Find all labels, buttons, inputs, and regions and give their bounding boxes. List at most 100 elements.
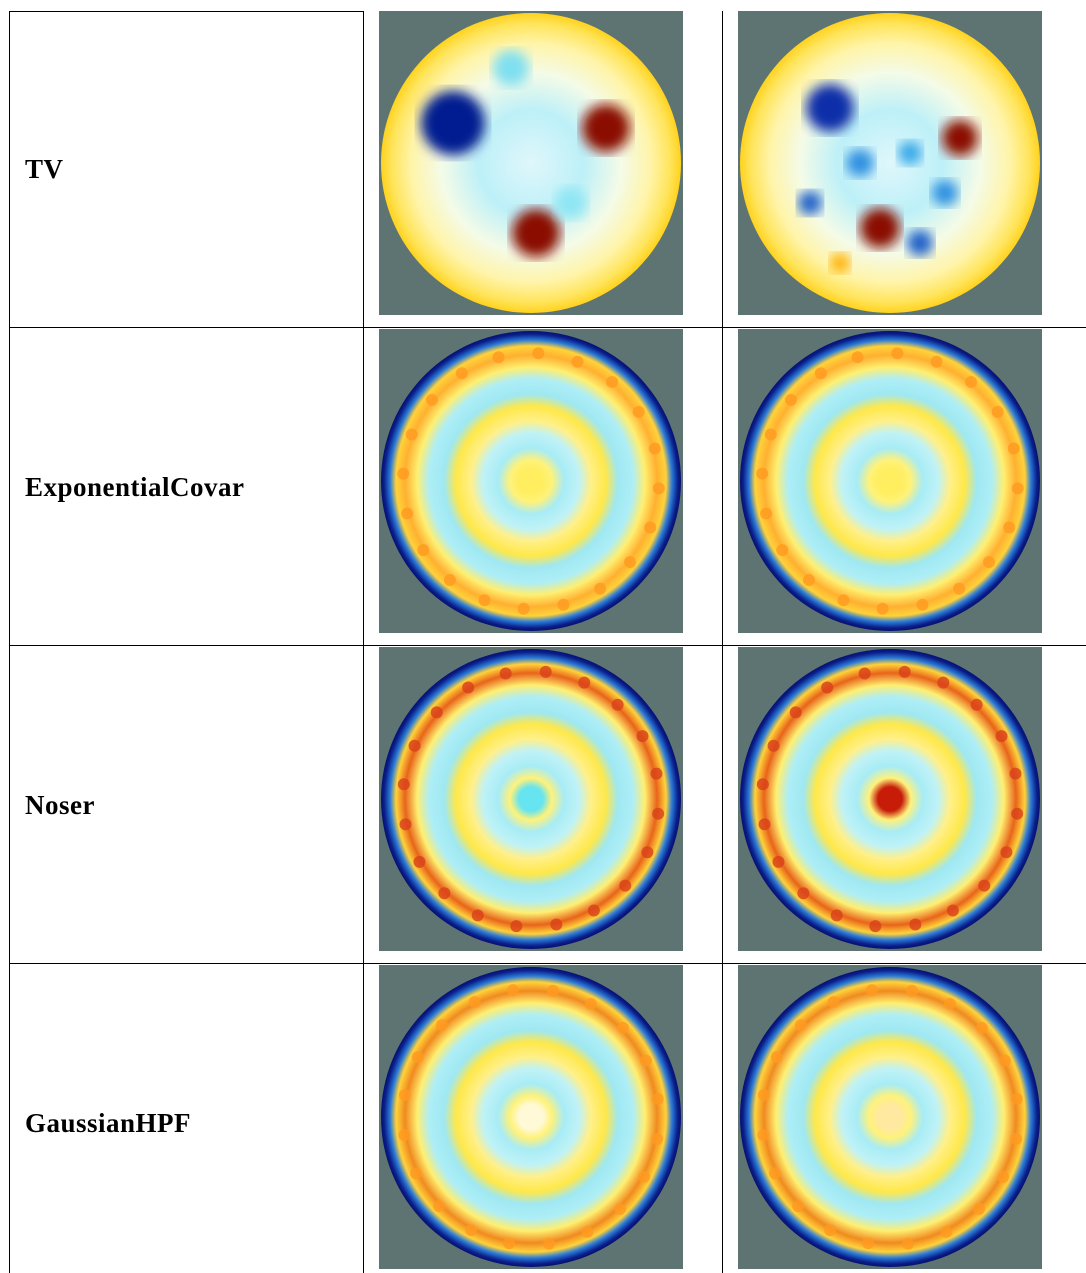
- table-border: [9, 11, 363, 12]
- edge-artifact: [638, 1170, 651, 1183]
- row-label: ExponentialCovar: [25, 472, 245, 502]
- edge-artifact: [651, 1132, 664, 1145]
- edge-artifact: [756, 467, 769, 480]
- edge-artifact: [858, 667, 871, 680]
- edge-artifact: [827, 996, 840, 1009]
- reconstruction-image: [379, 11, 683, 315]
- reconstruction-disc: [381, 331, 681, 631]
- edge-artifact: [571, 355, 584, 368]
- edge-artifact: [443, 574, 456, 587]
- edge-artifact: [546, 984, 559, 997]
- edge-artifact: [851, 351, 864, 364]
- blob: [806, 84, 854, 132]
- edge-artifact: [837, 594, 850, 607]
- reconstruction-image: [738, 329, 1042, 633]
- blob: [421, 91, 485, 155]
- edge-artifact: [462, 681, 475, 694]
- edge-artifact: [940, 1225, 953, 1238]
- edge-artifact: [794, 1019, 807, 1032]
- edge-artifact: [614, 1202, 627, 1215]
- edge-artifact: [797, 887, 810, 900]
- edge-artifact: [517, 602, 530, 615]
- edge-artifact: [413, 855, 426, 868]
- edge-artifact: [644, 521, 657, 534]
- reconstruction-disc: [740, 331, 1040, 631]
- edge-artifact: [1010, 1092, 1023, 1105]
- edge-artifact: [824, 1224, 837, 1237]
- edge-artifact: [399, 818, 412, 831]
- edge-artifact: [1011, 482, 1024, 495]
- edge-artifact: [772, 855, 785, 868]
- blob: [846, 149, 874, 177]
- edge-artifact: [468, 996, 481, 1009]
- edge-artifact: [650, 767, 663, 780]
- edge-artifact: [876, 602, 889, 615]
- table-border: [9, 327, 1086, 328]
- edge-artifact: [510, 920, 523, 933]
- edge-artifact: [891, 347, 904, 360]
- edge-artifact: [478, 594, 491, 607]
- edge-artifact: [397, 467, 410, 480]
- edge-artifact: [1003, 521, 1016, 534]
- blob: [830, 253, 850, 273]
- edge-artifact: [639, 1054, 652, 1067]
- edge-artifact: [632, 405, 645, 418]
- edge-artifact: [619, 879, 632, 892]
- blob: [932, 180, 958, 206]
- table-border: [9, 11, 10, 1273]
- edge-artifact: [397, 778, 410, 791]
- edge-artifact: [965, 375, 978, 388]
- edge-artifact: [760, 507, 773, 520]
- reconstruction-disc: [740, 649, 1040, 949]
- row-label: Noser: [25, 790, 95, 820]
- edge-artifact: [865, 984, 878, 997]
- edge-artifact: [998, 1054, 1011, 1067]
- edge-artifact: [1011, 807, 1024, 820]
- blob: [493, 50, 529, 86]
- edge-artifact: [578, 676, 591, 689]
- edge-artifact: [465, 1224, 478, 1237]
- edge-artifact: [499, 667, 512, 680]
- edge-artifact: [898, 665, 911, 678]
- edge-artifact: [784, 393, 797, 406]
- reconstruction-disc: [740, 967, 1040, 1267]
- edge-artifact: [978, 879, 991, 892]
- edge-artifact: [789, 706, 802, 719]
- edge-artifact: [767, 739, 780, 752]
- edge-artifact: [405, 428, 418, 441]
- reconstruction-disc: [381, 967, 681, 1267]
- blob: [907, 230, 933, 256]
- edge-artifact: [1007, 442, 1020, 455]
- row-label: GaussianHPF: [25, 1108, 192, 1138]
- reconstruction-disc: [381, 13, 681, 313]
- edge-artifact: [417, 544, 430, 557]
- edge-artifact: [757, 1129, 770, 1142]
- blob: [555, 187, 587, 219]
- edge-artifact: [973, 1202, 986, 1215]
- edge-artifact: [557, 598, 570, 611]
- edge-artifact: [995, 730, 1008, 743]
- edge-artifact: [997, 1170, 1010, 1183]
- edge-artifact: [970, 698, 983, 711]
- edge-artifact: [905, 984, 918, 997]
- edge-artifact: [953, 582, 966, 595]
- edge-artifact: [830, 909, 843, 922]
- edge-artifact: [902, 1237, 915, 1250]
- reconstruction-image: [379, 647, 683, 951]
- edge-artifact: [756, 778, 769, 791]
- edge-artifact: [411, 1051, 424, 1064]
- edge-artifact: [398, 1089, 411, 1102]
- edge-artifact: [616, 1021, 629, 1034]
- edge-artifact: [1009, 767, 1022, 780]
- edge-artifact: [769, 1167, 782, 1180]
- edge-artifact: [648, 442, 661, 455]
- edge-artifact: [408, 739, 421, 752]
- edge-artifact: [611, 698, 624, 711]
- edge-artifact: [802, 574, 815, 587]
- edge-artifact: [550, 918, 563, 931]
- edge-artifact: [869, 920, 882, 933]
- reconstruction-image: [379, 329, 683, 633]
- edge-artifact: [455, 367, 468, 380]
- blob: [860, 208, 900, 248]
- edge-artifact: [492, 351, 505, 364]
